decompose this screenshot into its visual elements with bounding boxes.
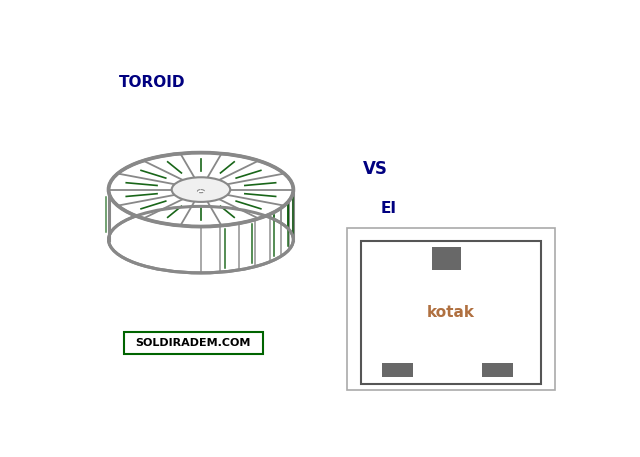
Text: EI: EI: [380, 201, 396, 216]
Ellipse shape: [172, 177, 230, 202]
Bar: [348, 228, 555, 390]
Ellipse shape: [109, 207, 293, 273]
Bar: [124, 332, 262, 354]
Ellipse shape: [198, 190, 204, 193]
Text: TOROID: TOROID: [118, 75, 185, 90]
Bar: [432, 247, 461, 271]
Text: kotak: kotak: [428, 305, 476, 320]
Text: SOLDIRADEM.COM: SOLDIRADEM.COM: [136, 338, 251, 348]
Bar: [482, 363, 513, 377]
Ellipse shape: [109, 153, 293, 227]
Bar: [382, 363, 413, 377]
Text: VS: VS: [363, 160, 388, 178]
Bar: [361, 241, 541, 383]
